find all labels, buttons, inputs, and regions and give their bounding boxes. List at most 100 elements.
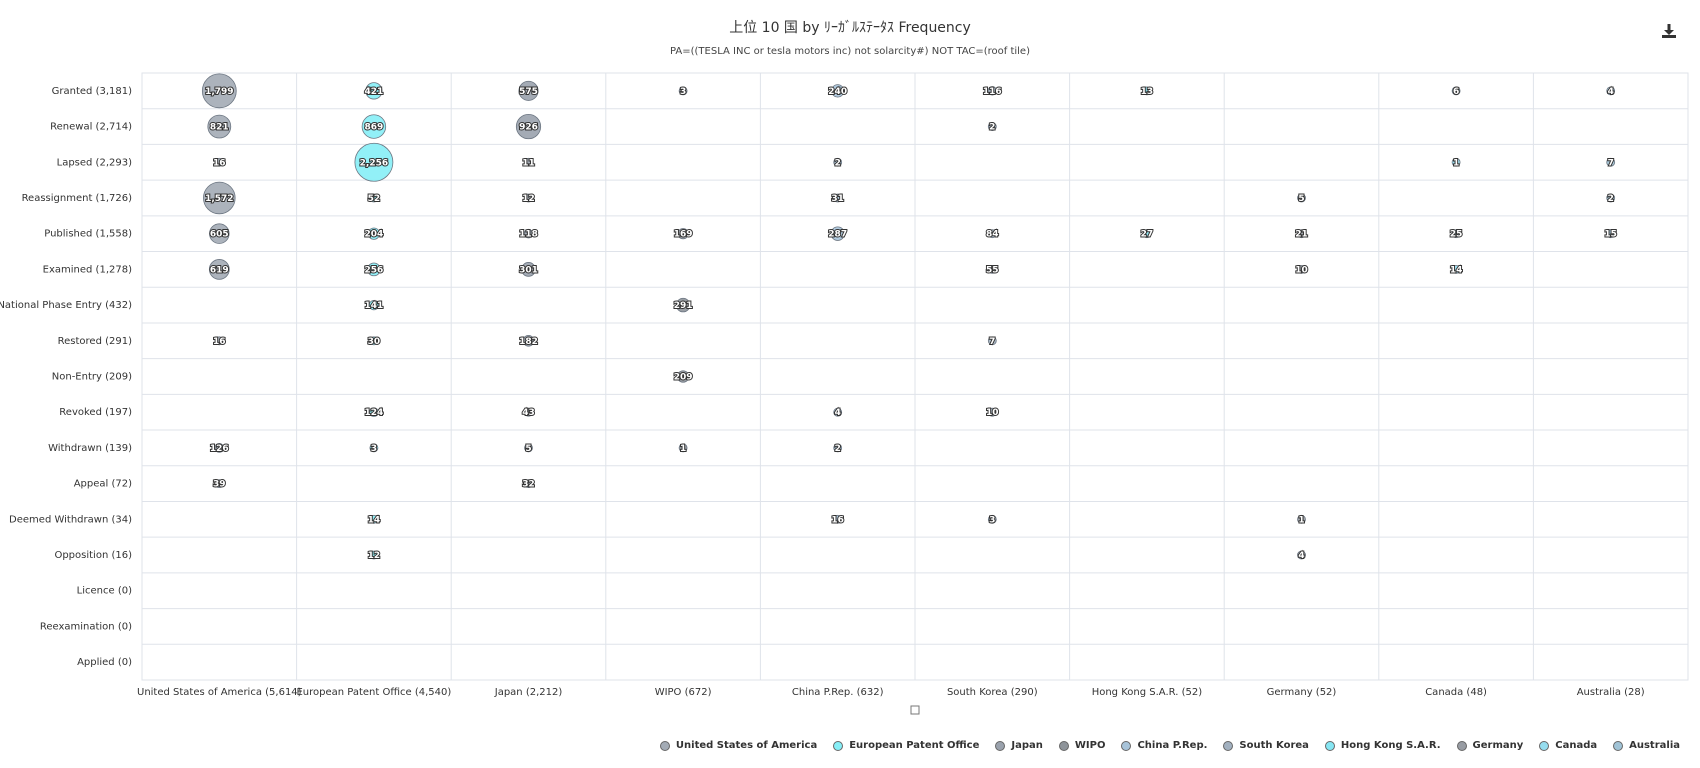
bubble-value-label: 7 bbox=[1608, 158, 1614, 168]
bubble-value-label: 55 bbox=[986, 265, 999, 275]
bubble-value-label: 3 bbox=[371, 444, 377, 454]
bubble-value-label: 209 bbox=[674, 373, 693, 383]
bubble-value-label: 869 bbox=[365, 123, 384, 133]
column-label: WIPO (672) bbox=[655, 687, 712, 698]
bubble-value-label: 6 bbox=[1453, 87, 1459, 97]
legend-item[interactable]: Australia bbox=[1613, 740, 1680, 751]
bubble-value-label: 16 bbox=[831, 515, 844, 525]
bubble-value-label: 13 bbox=[1141, 87, 1154, 97]
row-label: Opposition (16) bbox=[54, 550, 132, 561]
row-label: Withdrawn (139) bbox=[48, 443, 132, 454]
legend-item[interactable]: WIPO bbox=[1059, 740, 1106, 751]
row-label: Examined (1,278) bbox=[43, 264, 132, 275]
bubble-value-label: 10 bbox=[986, 408, 999, 418]
bubble-value-label: 4 bbox=[1608, 87, 1614, 97]
bubble-value-label: 116 bbox=[983, 87, 1002, 97]
legend-swatch-icon bbox=[995, 741, 1005, 751]
legend-item[interactable]: Hong Kong S.A.R. bbox=[1325, 740, 1441, 751]
row-label: Restored (291) bbox=[58, 336, 132, 347]
row-label: Published (1,558) bbox=[44, 229, 132, 240]
bubble-value-label: 32 bbox=[522, 480, 535, 490]
legend-item[interactable]: European Patent Office bbox=[833, 740, 979, 751]
bubble-value-label: 2 bbox=[835, 158, 841, 168]
legend-swatch-icon bbox=[833, 741, 843, 751]
bubble-value-label: 4 bbox=[835, 408, 841, 418]
column-label: Hong Kong S.A.R. (52) bbox=[1092, 687, 1202, 698]
row-label: Renewal (2,714) bbox=[50, 122, 132, 133]
row-label: Non-Entry (209) bbox=[52, 372, 132, 383]
column-label: United States of America (5,614) bbox=[137, 687, 302, 698]
bubble-value-label: 169 bbox=[674, 230, 693, 240]
legend-swatch-icon bbox=[1457, 741, 1467, 751]
bubble-value-label: 1 bbox=[1298, 515, 1304, 525]
bubble-value-label: 2 bbox=[1608, 194, 1614, 204]
row-label: Granted (3,181) bbox=[52, 86, 132, 97]
legend-label: South Korea bbox=[1239, 740, 1308, 751]
bubble-value-label: 14 bbox=[1450, 265, 1463, 275]
row-label: Applied (0) bbox=[77, 657, 132, 668]
legend-swatch-icon bbox=[1613, 741, 1623, 751]
bubble-value-label: 256 bbox=[365, 265, 384, 275]
row-label: Reassignment (1,726) bbox=[22, 193, 133, 204]
legend-item[interactable]: United States of America bbox=[660, 740, 817, 751]
bubble-value-label: 141 bbox=[365, 301, 384, 311]
bubble-value-label: 240 bbox=[828, 87, 847, 97]
bubble-value-label: 291 bbox=[674, 301, 693, 311]
bubble-value-label: 10 bbox=[1295, 265, 1308, 275]
legend-swatch-icon bbox=[1325, 741, 1335, 751]
bubble-value-label: 11 bbox=[522, 158, 535, 168]
bubble-value-label: 52 bbox=[368, 194, 381, 204]
bubble-value-label: 7 bbox=[989, 337, 995, 347]
bubble-value-label: 3 bbox=[680, 87, 686, 97]
bubble-value-label: 30 bbox=[368, 337, 381, 347]
legend-label: Australia bbox=[1629, 740, 1680, 751]
bubble-value-label: 1,799 bbox=[205, 87, 233, 97]
legend-item[interactable]: Japan bbox=[995, 740, 1043, 751]
bubble-value-label: 27 bbox=[1141, 230, 1154, 240]
row-label: Licence (0) bbox=[77, 586, 132, 597]
bubble-value-label: 43 bbox=[522, 408, 535, 418]
legend-label: China P.Rep. bbox=[1137, 740, 1207, 751]
bubble-value-label: 1,572 bbox=[205, 194, 233, 204]
row-label: National Phase Entry (432) bbox=[0, 300, 132, 311]
legend-swatch-icon bbox=[1121, 741, 1131, 751]
bubble-value-label: 126 bbox=[210, 444, 229, 454]
column-label: Australia (28) bbox=[1577, 687, 1645, 698]
bubble-value-label: 21 bbox=[1295, 230, 1308, 240]
bubble-value-label: 39 bbox=[213, 480, 226, 490]
bubble-value-label: 31 bbox=[831, 194, 844, 204]
row-label: Revoked (197) bbox=[59, 407, 132, 418]
legend-item[interactable]: China P.Rep. bbox=[1121, 740, 1207, 751]
legend-label: European Patent Office bbox=[849, 740, 979, 751]
bubble-value-label: 204 bbox=[365, 230, 384, 240]
legend-item[interactable]: South Korea bbox=[1223, 740, 1308, 751]
legend-swatch-icon bbox=[660, 741, 670, 751]
legend-label: Canada bbox=[1555, 740, 1597, 751]
legend-label: Japan bbox=[1011, 740, 1043, 751]
legend-swatch-icon bbox=[1539, 741, 1549, 751]
row-label: Reexamination (0) bbox=[40, 621, 132, 632]
bubble-value-label: 5 bbox=[525, 444, 531, 454]
legend-item[interactable]: Germany bbox=[1457, 740, 1524, 751]
legend-label: WIPO bbox=[1075, 740, 1106, 751]
row-label: Lapsed (2,293) bbox=[57, 157, 132, 168]
column-label: Japan (2,212) bbox=[494, 687, 563, 698]
chart-legend: United States of America European Patent … bbox=[660, 740, 1680, 751]
bubble-value-label: 5 bbox=[1298, 194, 1304, 204]
bubble-value-label: 84 bbox=[986, 230, 999, 240]
column-label: South Korea (290) bbox=[947, 687, 1038, 698]
bubble-value-label: 2,256 bbox=[360, 158, 388, 168]
axis-zoom-icon[interactable] bbox=[911, 706, 919, 714]
legend-swatch-icon bbox=[1059, 741, 1069, 751]
bubble-value-label: 3 bbox=[989, 515, 995, 525]
bubble-value-label: 4 bbox=[1298, 551, 1304, 561]
column-label: European Patent Office (4,540) bbox=[296, 687, 451, 698]
bubble-value-label: 182 bbox=[519, 337, 538, 347]
row-label: Deemed Withdrawn (34) bbox=[9, 514, 132, 525]
column-label: Canada (48) bbox=[1425, 687, 1487, 698]
legend-item[interactable]: Canada bbox=[1539, 740, 1597, 751]
legend-label: Germany bbox=[1473, 740, 1524, 751]
legend-label: Hong Kong S.A.R. bbox=[1341, 740, 1441, 751]
bubble-value-label: 118 bbox=[519, 230, 538, 240]
bubble-value-label: 15 bbox=[1604, 230, 1617, 240]
